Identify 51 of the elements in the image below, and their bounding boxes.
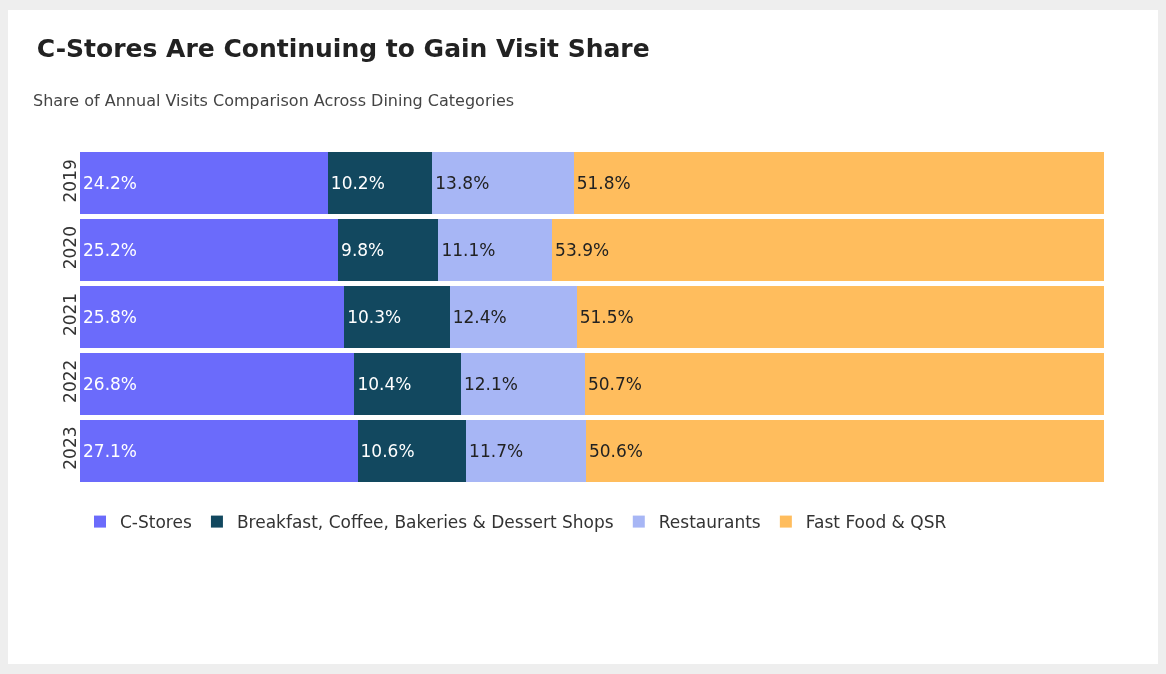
- data-label: 13.8%: [435, 173, 490, 194]
- data-label: 50.6%: [588, 440, 643, 461]
- data-label: 25.2%: [83, 240, 138, 261]
- bar: [573, 152, 1105, 215]
- data-label: 10.6%: [360, 440, 415, 461]
- y-tick-label: 2020: [59, 226, 80, 270]
- legend-label: C-Stores: [120, 512, 192, 533]
- data-label: 12.4%: [452, 307, 507, 327]
- bar: [327, 152, 433, 215]
- data-label: 50.7%: [587, 373, 642, 394]
- bar: [80, 152, 328, 215]
- chart-title: C-Stores Are Continuing to Gain Visit Share: [36, 33, 650, 63]
- bar: [432, 152, 574, 215]
- data-label: 51.8%: [576, 173, 631, 194]
- data-label: 10.3%: [347, 307, 402, 327]
- data-label: 12.1%: [463, 373, 518, 394]
- bar: [449, 285, 577, 349]
- bar: [338, 219, 439, 282]
- data-label: 10.4%: [357, 373, 412, 394]
- data-label: 9.8%: [341, 240, 385, 261]
- legend-label: Breakfast, Coffee, Bakeries & Dessert Shops: [236, 512, 614, 533]
- data-label: 11.7%: [469, 440, 524, 461]
- bar: [357, 419, 467, 482]
- y-tick-label: 2019: [59, 159, 80, 203]
- data-label: 51.5%: [579, 307, 634, 327]
- bar: [460, 352, 585, 415]
- bar: [80, 219, 339, 282]
- data-label: 53.9%: [555, 240, 610, 261]
- bar: [576, 285, 1105, 349]
- y-tick-label: 2022: [59, 359, 80, 403]
- bar: [438, 219, 553, 282]
- data-label: 26.8%: [83, 373, 138, 394]
- legend-label: Restaurants: [658, 512, 761, 533]
- chart-subtitle: Share of Annual Visits Comparison Across Dining Categories: [33, 91, 515, 110]
- y-tick-label: 2023: [59, 426, 80, 470]
- bar: [80, 352, 355, 415]
- bar: [584, 352, 1105, 415]
- bar: [466, 419, 586, 482]
- bar: [552, 219, 1105, 282]
- bar: [344, 285, 450, 349]
- data-label: 27.1%: [83, 440, 138, 461]
- data-label: 10.2%: [330, 173, 385, 194]
- data-label: 25.8%: [83, 307, 138, 327]
- bar: [80, 285, 345, 349]
- bar: [80, 419, 358, 482]
- data-label: 24.2%: [83, 173, 138, 194]
- bar: [585, 419, 1105, 482]
- bar: [354, 352, 461, 415]
- y-tick-label: 2021: [59, 292, 80, 337]
- data-label: 11.1%: [441, 240, 496, 261]
- legend-label: Fast Food & QSR: [805, 512, 947, 533]
